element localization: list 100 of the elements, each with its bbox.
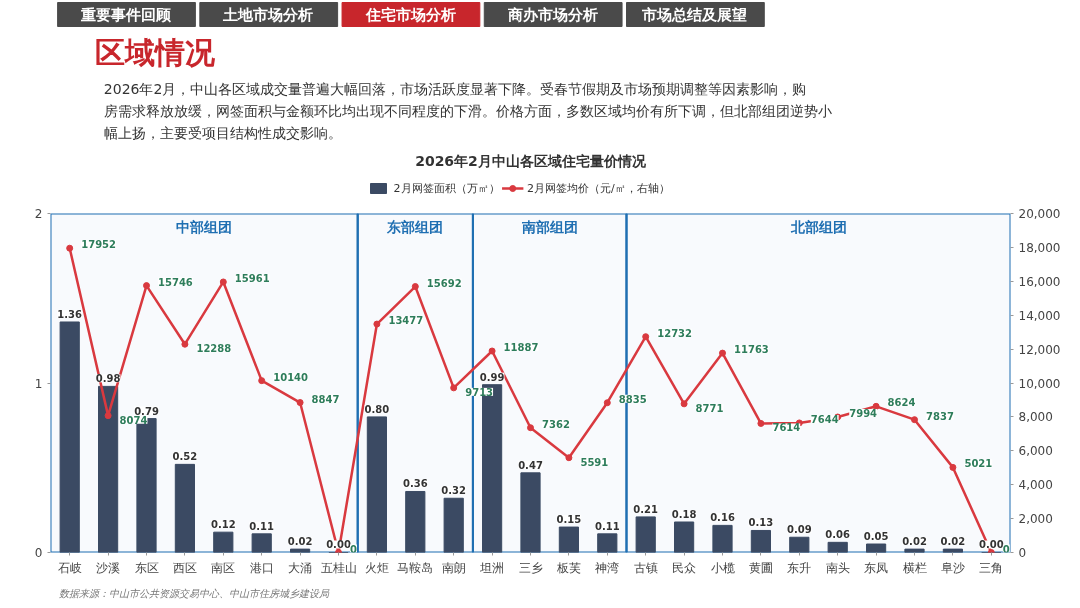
data-label: 0.18	[671, 508, 697, 520]
x-tick-label: 南区	[211, 560, 236, 575]
x-tick-label: 马鞍岛	[397, 560, 434, 575]
data-label: 7837	[926, 410, 954, 422]
data-label: 0.21	[633, 503, 659, 515]
data-label: 15961	[234, 272, 270, 284]
x-tick-label: 东升	[787, 560, 812, 575]
x-tick-label: 大涌	[288, 560, 313, 575]
x-tick-label: 三乡	[518, 560, 543, 575]
text: 2026年2月，中山各区域成交量普遍大幅回落，市场活跃度显著下降。受春节假期及市场预期调整等因素影响，购房需求释放放缓，网签面积与金额环比均出现不同程度的下滑。价格方面，多数区域均价有所下调，但北部组团逆势小幅上扬，主要受项目结构性成交影响。	[103, 80, 832, 141]
data-label: 1.36	[57, 308, 83, 320]
y2-tick-label: 10,000	[1018, 376, 1061, 391]
data-label: 0.47	[518, 459, 543, 471]
x-tick-label: 南朗	[441, 560, 466, 575]
data-label: 0.02	[902, 536, 927, 548]
data-label: 11763	[734, 344, 769, 356]
data-label: 0.02	[940, 536, 966, 548]
data-label: 0.02	[287, 536, 313, 548]
band-label: 北部组团	[789, 218, 847, 235]
x-tick-label: 火炬	[364, 560, 389, 575]
data-label: 0.06	[825, 529, 851, 541]
data-label: 0.11	[249, 520, 275, 532]
data-label: 0.11	[594, 520, 620, 532]
x-tick-label: 港口	[249, 560, 274, 575]
data-label: 0.16	[710, 512, 735, 524]
x-tick-label: 横栏	[902, 560, 927, 575]
data-label: 0	[350, 543, 358, 555]
data-label: 0.99	[479, 371, 505, 383]
y-tick-label: 1	[34, 376, 43, 391]
data-label: 12288	[196, 343, 232, 355]
x-tick-label: 三角	[979, 560, 1004, 575]
x-tick-label: 西区	[172, 560, 197, 575]
data-label: 8771	[695, 402, 724, 414]
source-note: 数据来源：中山市公共资源交易中心、中山市住房城乡建设局	[59, 588, 331, 599]
y2-tick-label: 2,000	[1018, 512, 1053, 527]
data-label: 8074	[119, 414, 148, 426]
y-tick-label: 0	[34, 546, 43, 560]
band-label: 东部组团	[386, 218, 444, 235]
data-label: 0.00	[326, 539, 351, 551]
data-label: 17952	[81, 239, 117, 251]
x-tick-label: 坦洲	[479, 560, 505, 575]
text: 土地市场分析	[222, 5, 314, 24]
x-tick-label: 五桂山	[320, 560, 357, 575]
x-tick-label: 古镇	[633, 560, 658, 575]
data-label: 7614	[772, 422, 801, 434]
data-label: 0.05	[863, 530, 889, 542]
data-label: 0.32	[441, 485, 467, 497]
band-label: 南部组团	[520, 218, 578, 235]
text: 区域情况	[94, 35, 216, 70]
data-label: 0.00	[978, 539, 1004, 551]
data-label: 8835	[618, 393, 647, 405]
data-label: 7362	[542, 418, 570, 430]
data-label: 10140	[273, 371, 309, 383]
y2-tick-label: 4,000	[1018, 478, 1053, 493]
text: 商办市场分析	[506, 5, 598, 24]
data-label: 15692	[426, 277, 462, 289]
y2-tick-label: 20,000	[1018, 207, 1061, 221]
x-tick-label: 黄圃	[748, 560, 773, 575]
x-tick-label: 沙溪	[96, 560, 121, 575]
chart-title: 2026年2月中山各区域住宅量价情况	[415, 152, 647, 169]
y-tick-label: 2	[34, 207, 43, 221]
x-tick-label: 神湾	[595, 560, 620, 575]
data-label: 0.15	[556, 514, 582, 526]
x-tick-label: 板芙	[555, 560, 581, 575]
data-label: 9713	[465, 386, 494, 398]
text: 市场总结及展望	[641, 5, 748, 24]
y2-tick-label: 6,000	[1018, 444, 1053, 459]
text: 重要事件回顾	[80, 5, 173, 24]
data-label: 7994	[849, 408, 878, 419]
data-label: 0.98	[95, 373, 121, 385]
y2-tick-label: 14,000	[1018, 308, 1061, 323]
data-label: 0.09	[786, 524, 812, 536]
x-tick-label: 东凤	[864, 560, 889, 575]
legend-label: 2月网签均价（元/㎡，右轴）	[526, 182, 670, 195]
x-tick-label: 小榄	[710, 560, 735, 575]
x-tick-label: 东区	[134, 560, 159, 575]
data-label: 8624	[887, 397, 916, 409]
y2-tick-label: 18,000	[1018, 240, 1061, 255]
x-tick-label: 民众	[672, 560, 697, 575]
y2-tick-label: 12,000	[1018, 342, 1061, 357]
data-label: 13477	[388, 315, 424, 327]
legend-label: 2月网签面积（万㎡）	[393, 182, 500, 195]
y2-tick-label: 16,000	[1018, 274, 1061, 289]
data-label: 0.79	[134, 405, 159, 417]
data-label: 0.52	[172, 451, 198, 463]
data-label: 7644	[810, 413, 839, 425]
data-label: 5021	[964, 458, 993, 470]
data-label: 8847	[311, 393, 340, 405]
data-label: 0.12	[210, 519, 236, 531]
y2-tick-label: 0	[1018, 546, 1027, 560]
data-label: 0	[1002, 543, 1010, 555]
data-label: 0.36	[402, 478, 428, 490]
x-tick-label: 阜沙	[940, 560, 965, 575]
band-label: 中部组团	[176, 218, 233, 235]
data-label: 11887	[503, 342, 539, 354]
data-label: 0.13	[748, 517, 774, 529]
data-label: 5591	[580, 456, 609, 468]
data-label: 15746	[158, 276, 193, 288]
text: 住宅市场分析	[364, 5, 456, 24]
data-label: 0.80	[364, 403, 390, 415]
